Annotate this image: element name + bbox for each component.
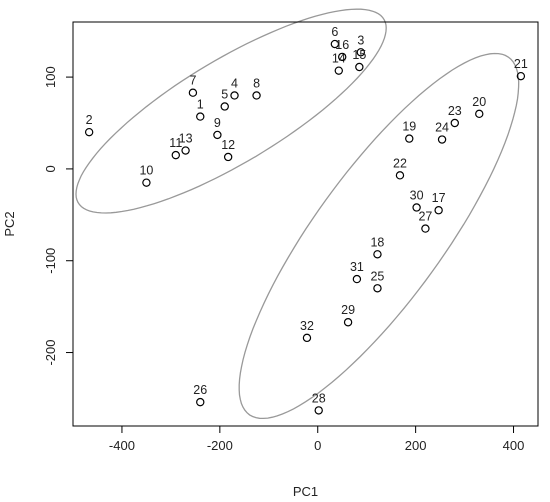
- point-label-21: 21: [514, 57, 528, 71]
- data-point-18: [373, 250, 382, 259]
- x-axis: -400 -200 0 200 400: [109, 426, 524, 453]
- point-label-3: 3: [357, 33, 364, 47]
- point-label-18: 18: [370, 235, 384, 249]
- point-label-28: 28: [312, 391, 326, 405]
- data-point-16: [338, 52, 347, 62]
- data-point-25: [373, 284, 382, 293]
- point-label-12: 12: [221, 138, 235, 152]
- y-tick-label: 0: [43, 165, 58, 172]
- data-point-9: [213, 130, 222, 140]
- data-point-5: [220, 102, 229, 111]
- point-label-16: 16: [335, 38, 349, 52]
- data-point-31: [352, 274, 362, 284]
- point-label-8: 8: [253, 76, 260, 90]
- data-point-22: [395, 171, 405, 180]
- cluster-ellipse-1: [75, 8, 387, 214]
- data-point-28: [314, 406, 323, 415]
- data-point-15: [355, 62, 364, 72]
- point-label-26: 26: [193, 383, 207, 397]
- y-axis: -200 -100 0 100: [43, 66, 73, 366]
- cluster-ellipses: [75, 8, 520, 420]
- data-point-10: [142, 178, 151, 187]
- point-label-32: 32: [300, 319, 314, 333]
- point-label-6: 6: [331, 25, 338, 39]
- x-tick-label: 0: [314, 438, 321, 453]
- data-point-1: [196, 112, 205, 121]
- x-tick-label: -400: [109, 438, 135, 453]
- y-axis-label: PC2: [2, 211, 17, 236]
- data-point-24: [437, 135, 447, 144]
- x-tick-label: 400: [503, 438, 525, 453]
- data-point-26: [196, 397, 205, 407]
- point-label-29: 29: [341, 303, 355, 317]
- data-point-7: [188, 88, 198, 97]
- data-point-6: [330, 39, 340, 49]
- data-point-13: [181, 146, 190, 155]
- point-label-31: 31: [350, 260, 364, 274]
- data-point-14: [334, 66, 343, 75]
- y-tick-label: 100: [43, 66, 58, 88]
- point-label-17: 17: [432, 191, 446, 205]
- point-label-15: 15: [352, 48, 366, 62]
- point-label-7: 7: [189, 74, 196, 88]
- data-point-4: [230, 91, 239, 100]
- x-tick-label: -200: [207, 438, 233, 453]
- data-point-12: [223, 152, 233, 162]
- data-point-32: [302, 333, 312, 343]
- data-point-19: [405, 134, 414, 143]
- point-label-24: 24: [435, 121, 449, 135]
- data-point-3: [356, 48, 366, 57]
- data-point-23: [450, 118, 459, 128]
- point-label-11: 11: [169, 136, 182, 150]
- data-point-30: [412, 203, 421, 212]
- data-point-29: [343, 318, 353, 327]
- point-label-25: 25: [370, 269, 384, 283]
- x-tick-label: 200: [405, 438, 427, 453]
- cluster-ellipse-2: [238, 52, 520, 420]
- x-axis-label: PC1: [293, 484, 318, 499]
- point-label-10: 10: [139, 164, 153, 178]
- y-tick-label: -200: [43, 340, 58, 366]
- point-label-4: 4: [231, 76, 238, 90]
- point-label-30: 30: [410, 188, 424, 202]
- data-point-17: [434, 206, 443, 215]
- point-label-19: 19: [402, 120, 416, 134]
- point-label-13: 13: [179, 132, 193, 146]
- data-point-8: [252, 91, 261, 100]
- data-point-27: [421, 224, 430, 233]
- data-point-2: [84, 127, 94, 137]
- data-point-21: [516, 71, 526, 81]
- data-point-20: [475, 109, 484, 119]
- point-label-20: 20: [472, 95, 486, 109]
- point-label-23: 23: [448, 104, 462, 118]
- point-label-22: 22: [393, 156, 407, 170]
- point-label-5: 5: [221, 87, 228, 101]
- point-label-9: 9: [214, 116, 221, 130]
- plot-frame: [72, 21, 539, 427]
- point-label-27: 27: [418, 210, 432, 224]
- data-point-11: [171, 150, 180, 160]
- point-label-1: 1: [197, 98, 204, 112]
- y-tick-label: -100: [43, 248, 58, 274]
- point-label-2: 2: [86, 113, 93, 127]
